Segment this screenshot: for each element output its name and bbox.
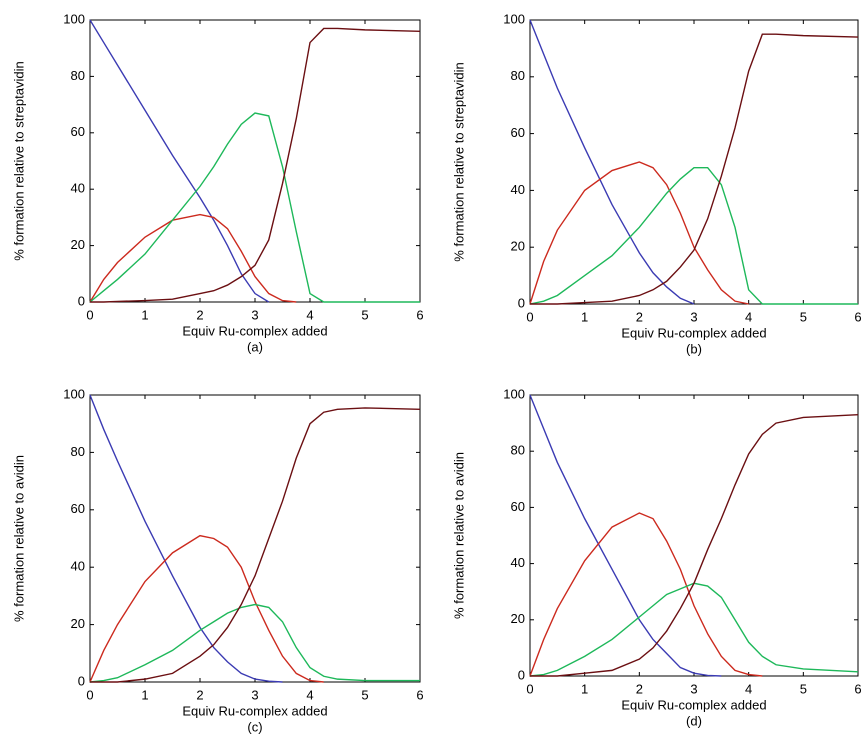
y-tick-label: 20 (511, 239, 525, 254)
data-line (529, 166, 858, 305)
x-tick-label: 2 (196, 687, 203, 702)
data-line (89, 213, 297, 303)
x-tick-label: 6 (854, 309, 861, 324)
x-tick-label: 4 (306, 687, 313, 702)
y-tick-label: 100 (63, 11, 85, 26)
x-tick-label: 5 (800, 681, 807, 696)
x-tick-label: 4 (306, 307, 313, 322)
y-tick-label: 60 (71, 501, 85, 516)
x-tick-label: 0 (526, 309, 533, 324)
x-tick-label: 5 (800, 309, 807, 324)
x-tick-label: 6 (416, 307, 423, 322)
y-tick-label: 100 (503, 11, 525, 26)
x-tick-label: 3 (251, 687, 258, 702)
y-tick-label: 20 (511, 611, 525, 626)
data-line (89, 534, 324, 683)
x-tick-label: 1 (141, 687, 148, 702)
y-tick-label: 60 (71, 124, 85, 139)
data-line (89, 19, 270, 303)
x-tick-label: 1 (581, 309, 588, 324)
x-tick-label: 0 (86, 687, 93, 702)
plot-frame (89, 394, 421, 683)
data-line (529, 394, 722, 677)
y-tick-label: 20 (71, 616, 85, 631)
y-tick-label: 80 (71, 68, 85, 83)
x-axis-label: Equiv Ru-complex added (182, 703, 327, 718)
x-axis-label: Equiv Ru-complex added (182, 323, 327, 338)
y-tick-label: 40 (71, 559, 85, 574)
data-line (529, 582, 859, 677)
x-tick-label: 0 (86, 307, 93, 322)
x-tick-label: 3 (690, 309, 697, 324)
y-tick-label: 100 (503, 386, 525, 401)
x-tick-label: 2 (636, 681, 643, 696)
y-tick-label: 40 (511, 182, 525, 197)
x-tick-label: 5 (361, 687, 368, 702)
y-tick-label: 80 (71, 444, 85, 459)
x-tick-label: 1 (141, 307, 148, 322)
data-line (529, 512, 763, 677)
data-line (89, 394, 283, 683)
x-tick-label: 6 (854, 681, 861, 696)
data-line (529, 19, 695, 305)
y-tick-label: 0 (518, 667, 525, 682)
x-axis-label: Equiv Ru-complex added (621, 325, 766, 340)
x-tick-label: 2 (636, 309, 643, 324)
y-axis-label: % formation relative to avidin (451, 452, 466, 619)
plot-frame (529, 19, 859, 305)
y-tick-label: 80 (511, 68, 525, 83)
caption: (d) (686, 713, 702, 728)
data-line (529, 161, 749, 305)
y-tick-label: 80 (511, 443, 525, 458)
x-tick-label: 2 (196, 307, 203, 322)
y-axis-label: % formation relative to streptavidin (451, 62, 466, 261)
data-line (90, 27, 421, 303)
y-tick-label: 0 (78, 673, 85, 688)
y-tick-label: 0 (518, 295, 525, 310)
y-tick-label: 60 (511, 499, 525, 514)
plot-frame (529, 394, 859, 677)
x-tick-label: 1 (581, 681, 588, 696)
y-tick-label: 40 (511, 555, 525, 570)
x-tick-label: 3 (690, 681, 697, 696)
x-tick-label: 3 (251, 307, 258, 322)
x-tick-label: 4 (745, 309, 752, 324)
data-line (90, 407, 421, 683)
x-tick-label: 6 (416, 687, 423, 702)
x-tick-label: 4 (745, 681, 752, 696)
data-line (89, 112, 420, 303)
y-tick-label: 60 (511, 125, 525, 140)
caption: (a) (247, 339, 263, 354)
y-axis-label: % formation relative to streptavidin (11, 61, 26, 260)
data-line (530, 413, 859, 677)
y-axis-label: % formation relative to avidin (11, 455, 26, 622)
y-tick-label: 100 (63, 386, 85, 401)
data-line (530, 33, 859, 305)
caption: (b) (686, 341, 702, 356)
x-tick-label: 5 (361, 307, 368, 322)
x-tick-label: 0 (526, 681, 533, 696)
y-tick-label: 0 (78, 293, 85, 308)
x-axis-label: Equiv Ru-complex added (621, 697, 766, 712)
y-tick-label: 20 (71, 237, 85, 252)
y-tick-label: 40 (71, 181, 85, 196)
caption: (c) (247, 719, 262, 734)
data-line (89, 603, 420, 683)
